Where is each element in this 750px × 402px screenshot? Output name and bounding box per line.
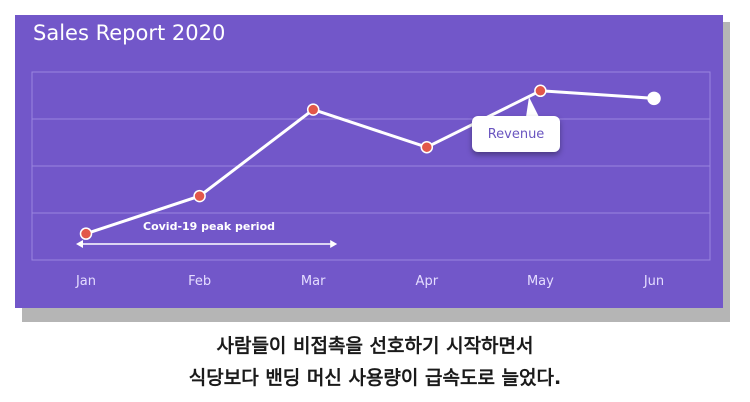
caption-line-2: 식당보다 밴딩 머신 사용량이 급속도로 늘었다.	[188, 367, 562, 389]
x-tick-label: May	[527, 274, 554, 289]
x-tick-label: Jun	[643, 274, 664, 289]
chart-card: Sales Report 2020 Jan Feb Mar Apr May Jun Covi…	[15, 15, 723, 308]
series-line	[85, 89, 655, 236]
x-tick-label: Apr	[416, 274, 439, 289]
x-tick-label: Mar	[301, 274, 326, 289]
data-point	[306, 103, 320, 116]
x-tick-label: Jan	[75, 274, 96, 289]
data-point	[534, 84, 547, 98]
period-arrow-right-head	[330, 240, 338, 248]
period-label: Covid-19 peak period	[143, 220, 275, 233]
caption-line-1: 사람들이 비접촉을 선호하기 시작하면서	[216, 335, 534, 357]
data-point	[193, 189, 206, 203]
chart-title: Sales Report 2020	[33, 21, 226, 45]
callout-label: Revenue	[487, 126, 545, 142]
revenue-callout: Revenue	[472, 116, 560, 152]
line-chart: Jan Feb Mar Apr May Jun Covid-19 peak period	[31, 71, 711, 289]
data-point	[79, 227, 93, 240]
callout-pointer	[526, 97, 539, 117]
x-tick-label: Feb	[188, 274, 211, 289]
data-point	[647, 91, 661, 106]
period-arrow-left-head	[76, 240, 83, 248]
caption: 사람들이 비접촉을 선호하기 시작하면서 식당보다 밴딩 머신 사용량이 급속도…	[0, 330, 750, 394]
data-point	[420, 140, 434, 154]
